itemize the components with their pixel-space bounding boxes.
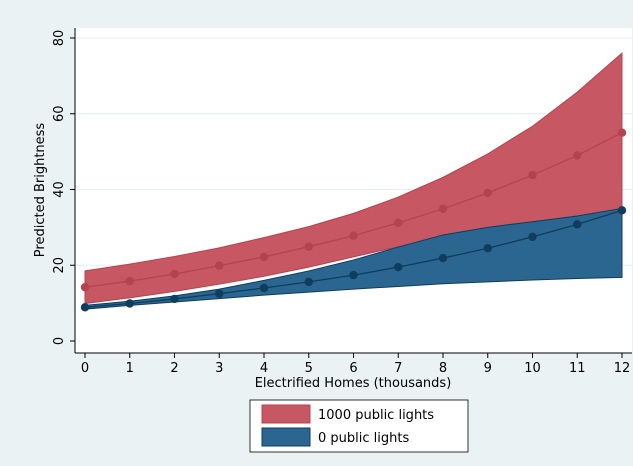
point-series-1 <box>259 283 269 293</box>
x-tick-label: 3 <box>215 361 223 376</box>
point-series-1 <box>438 253 448 263</box>
point-series-0 <box>170 269 179 279</box>
x-tick-label: 10 <box>524 361 541 376</box>
x-tick-label: 0 <box>81 361 89 376</box>
point-series-1 <box>125 299 134 308</box>
point-series-0 <box>528 170 537 180</box>
point-series-0 <box>394 218 403 228</box>
x-tick-label: 6 <box>349 361 357 376</box>
point-series-1 <box>394 262 403 272</box>
point-series-1 <box>215 289 224 298</box>
point-series-1 <box>573 220 582 229</box>
y-tick-label: 60 <box>52 105 67 122</box>
point-series-0 <box>438 204 448 214</box>
y-tick-label: 80 <box>52 30 67 47</box>
confidence-bands <box>84 52 623 310</box>
x-tick-label: 7 <box>394 361 402 376</box>
point-series-1 <box>170 294 179 304</box>
point-series-1 <box>528 232 537 242</box>
y-axis-label: Predicted Brightness <box>33 123 48 258</box>
x-axis-label: Electrified Homes (thousands) <box>255 376 452 391</box>
point-series-0 <box>125 276 134 286</box>
x-tick-label: 4 <box>260 361 268 376</box>
x-tick-label: 2 <box>170 361 178 376</box>
point-series-0 <box>617 128 627 137</box>
legend-swatch-1000-lights <box>261 404 311 424</box>
point-series-1 <box>304 277 313 287</box>
x-tick-label: 12 <box>614 361 631 376</box>
band-series-1 <box>84 207 623 310</box>
point-series-1 <box>80 303 90 312</box>
point-series-0 <box>259 252 269 262</box>
y-axis-ticks: 0 20 40 60 80 <box>52 30 75 345</box>
point-series-0 <box>304 242 313 251</box>
point-series-0 <box>573 151 582 160</box>
x-tick-label: 5 <box>305 361 313 376</box>
point-series-0 <box>215 261 224 270</box>
point-series-1 <box>349 270 358 280</box>
legend-label-1000-lights: 1000 public lights <box>318 408 434 423</box>
x-tick-label: 8 <box>439 361 447 376</box>
y-tick-label: 40 <box>52 181 67 198</box>
point-series-0 <box>349 231 358 240</box>
legend-swatch-0-lights <box>261 427 311 447</box>
x-axis-ticks: 0 1 2 3 4 5 6 7 8 9 10 11 12 <box>81 353 630 376</box>
point-series-1 <box>617 206 627 215</box>
x-tick-label: 1 <box>126 361 134 376</box>
point-series-0 <box>483 188 492 198</box>
x-tick-label: 9 <box>484 361 492 376</box>
point-series-1 <box>483 244 492 253</box>
legend: 1000 public lights 0 public lights <box>249 399 469 453</box>
y-tick-label: 20 <box>52 257 67 274</box>
data-points <box>80 128 627 312</box>
legend-label-0-lights: 0 public lights <box>318 431 409 446</box>
y-tick-label: 0 <box>52 337 67 345</box>
point-series-0 <box>80 283 90 292</box>
x-tick-label: 11 <box>569 361 586 376</box>
